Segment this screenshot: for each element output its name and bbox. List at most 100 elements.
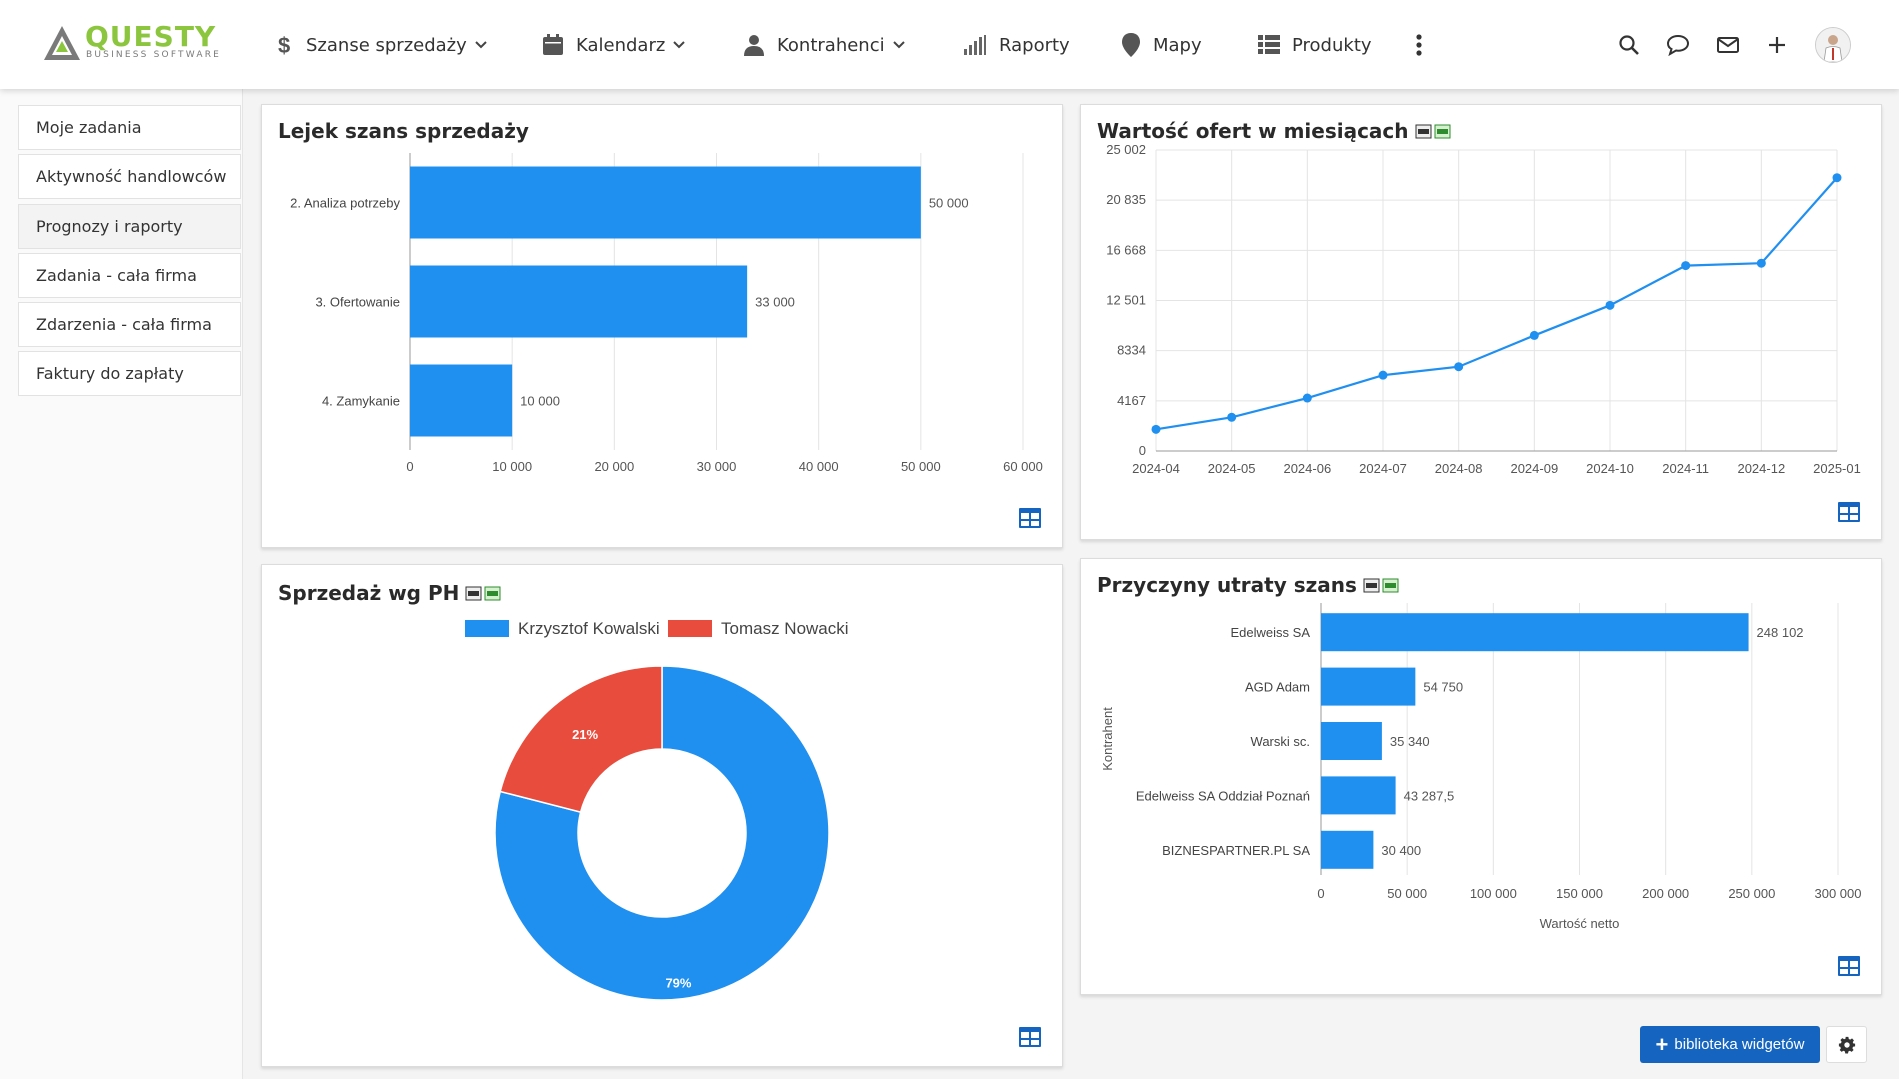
- avatar[interactable]: [1815, 27, 1851, 63]
- data-point: [1605, 300, 1615, 310]
- loss-bar-chart: 0 50 000 100 000 150 000 200 000 250 000 300 0…: [1100, 603, 1862, 931]
- data-label: 33 000: [755, 295, 795, 310]
- widget-loss: Przyczyny utraty szans 0 50 000 100 000 150…: [1080, 558, 1882, 995]
- x-tick-label: 50 000: [1387, 886, 1427, 901]
- search-icon[interactable]: [1614, 30, 1644, 60]
- y-tick-label: 25 002: [1106, 142, 1146, 157]
- slice-label: 21%: [572, 727, 598, 742]
- series-line: [1155, 176, 1838, 431]
- widget-title-text: Przyczyny utraty szans: [1097, 573, 1357, 597]
- plus-icon[interactable]: [1762, 30, 1792, 60]
- x-tick-label: 200 000: [1642, 886, 1689, 901]
- x-tick-label: 2024-12: [1737, 461, 1785, 476]
- data-label: 50 000: [929, 196, 969, 211]
- sidebar-item-moje-zadania[interactable]: Moje zadania: [18, 105, 241, 150]
- calendar-icon: [543, 34, 563, 55]
- nav-produkty[interactable]: Produkty: [1258, 24, 1372, 66]
- widget-funnel: Lejek szans sprzedaży 0 10 000 20 000 30 00…: [261, 104, 1063, 548]
- export-csv-icon[interactable]: [465, 585, 482, 602]
- kebab-menu-icon[interactable]: [1404, 30, 1434, 60]
- sidebar-item-aktywnosc-handlowcow[interactable]: Aktywność handlowców: [18, 154, 241, 199]
- data-point: [1681, 261, 1691, 271]
- x-tick-label: 2024-05: [1208, 461, 1256, 476]
- category-label: BIZNESPARTNER.PL SA: [1162, 843, 1310, 858]
- category-label: 3. Ofertowanie: [315, 295, 400, 310]
- widget-offers: Wartość ofert w miesiącach 0 4167 8334 12 5…: [1080, 104, 1882, 540]
- sidebar-item-zdarzenia-cala-firma[interactable]: Zdarzenia - cała firma: [18, 302, 241, 347]
- widget-title: Sprzedaż wg PH: [278, 581, 501, 605]
- sales-donut-chart: Krzysztof Kowalski Tomasz Nowacki 79% 21%: [465, 619, 849, 1001]
- dollar-icon: $: [278, 33, 290, 57]
- sidebar-item-faktury-do-zaplaty[interactable]: Faktury do zapłaty: [18, 351, 241, 396]
- category-label: 4. Zamykanie: [322, 394, 400, 409]
- bar: [410, 265, 748, 338]
- data-label: 248 102: [1757, 625, 1804, 640]
- pie-slice: [494, 665, 830, 1001]
- data-point: [1227, 412, 1237, 422]
- export-csv-icon[interactable]: [1363, 577, 1380, 594]
- y-tick-label: 16 668: [1106, 242, 1146, 257]
- settings-button[interactable]: [1826, 1026, 1867, 1063]
- export-xls-icon[interactable]: [1434, 123, 1451, 140]
- widget-library-button[interactable]: + biblioteka widgetów: [1640, 1026, 1820, 1063]
- nav-label: Mapy: [1153, 34, 1202, 56]
- widget-title-text: Lejek szans sprzedaży: [278, 119, 529, 143]
- grid-list-icon: [1258, 35, 1280, 54]
- bar: [1321, 776, 1396, 815]
- sidebar-item-zadania-cala-firma[interactable]: Zadania - cała firma: [18, 253, 241, 298]
- x-tick-label: 20 000: [594, 459, 634, 474]
- widget-title: Wartość ofert w miesiącach: [1097, 119, 1451, 143]
- x-tick-label: 40 000: [799, 459, 839, 474]
- export-xls-icon[interactable]: [484, 585, 501, 602]
- category-label: Edelweiss SA Oddział Poznań: [1136, 788, 1310, 803]
- x-tick-label: 60 000: [1003, 459, 1043, 474]
- y-tick-label: 20 835: [1106, 192, 1146, 207]
- nav-raporty[interactable]: Raporty: [963, 24, 1070, 66]
- nav-kalendarz[interactable]: Kalendarz: [542, 24, 686, 66]
- data-point: [1378, 370, 1388, 380]
- logo[interactable]: QUESTY BUSINESS SOFTWARE: [42, 20, 247, 68]
- signal-bars-icon: [964, 35, 986, 55]
- chat-icon[interactable]: [1663, 30, 1693, 60]
- chevron-down-icon: [892, 41, 905, 49]
- nav-szanse-sprzedazy[interactable]: $ Szanse sprzedaży: [276, 24, 487, 66]
- x-tick-label: 0: [1317, 886, 1324, 901]
- table-view-icon[interactable]: [1837, 955, 1861, 977]
- x-tick-label: 50 000: [901, 459, 941, 474]
- data-label: 30 400: [1381, 843, 1421, 858]
- x-tick-label: 250 000: [1728, 886, 1775, 901]
- logo-text: QUESTY: [85, 20, 217, 53]
- export-csv-icon[interactable]: [1415, 123, 1432, 140]
- sidebar-item-prognozy-i-raporty[interactable]: Prognozy i raporty: [18, 204, 241, 249]
- slice-label: 79%: [665, 976, 691, 991]
- x-tick-label: 30 000: [697, 459, 737, 474]
- x-tick-label: 100 000: [1470, 886, 1517, 901]
- logo-subtitle: BUSINESS SOFTWARE: [86, 50, 222, 60]
- nav-mapy[interactable]: Mapy: [1121, 24, 1202, 66]
- chevron-down-icon: [673, 41, 686, 49]
- bar: [410, 364, 513, 437]
- x-tick-label: 2024-09: [1510, 461, 1558, 476]
- x-tick-label: 2024-06: [1283, 461, 1331, 476]
- x-tick-label: 0: [406, 459, 413, 474]
- widget-title: Lejek szans sprzedaży: [278, 119, 529, 143]
- table-view-icon[interactable]: [1018, 507, 1042, 529]
- funnel-chart: 0 10 000 20 000 30 000 40 000 50 000 60 000 2. …: [290, 153, 1043, 474]
- y-tick-label: 8334: [1117, 343, 1146, 358]
- offers-line-chart: 0 4167 8334 12 501 16 668 20 835 25 002 2024-04…: [1106, 142, 1861, 476]
- nav-kontrahenci[interactable]: Kontrahenci: [743, 24, 905, 66]
- table-view-icon[interactable]: [1018, 1026, 1042, 1048]
- mail-icon[interactable]: [1713, 30, 1743, 60]
- bar: [1321, 667, 1416, 706]
- table-view-icon[interactable]: [1837, 501, 1861, 523]
- nav-label: Kontrahenci: [777, 34, 885, 56]
- export-xls-icon[interactable]: [1382, 577, 1399, 594]
- x-tick-label: 2024-04: [1132, 461, 1180, 476]
- x-tick-label: 300 000: [1815, 886, 1862, 901]
- bar: [1321, 613, 1749, 652]
- widget-sales: Sprzedaż wg PH Krzysztof Kowalski Tomasz …: [261, 564, 1063, 1067]
- widget-title-text: Wartość ofert w miesiącach: [1097, 119, 1409, 143]
- logo-icon: [44, 26, 80, 60]
- x-tick-label: 150 000: [1556, 886, 1603, 901]
- x-tick-label: 2025-01: [1813, 461, 1861, 476]
